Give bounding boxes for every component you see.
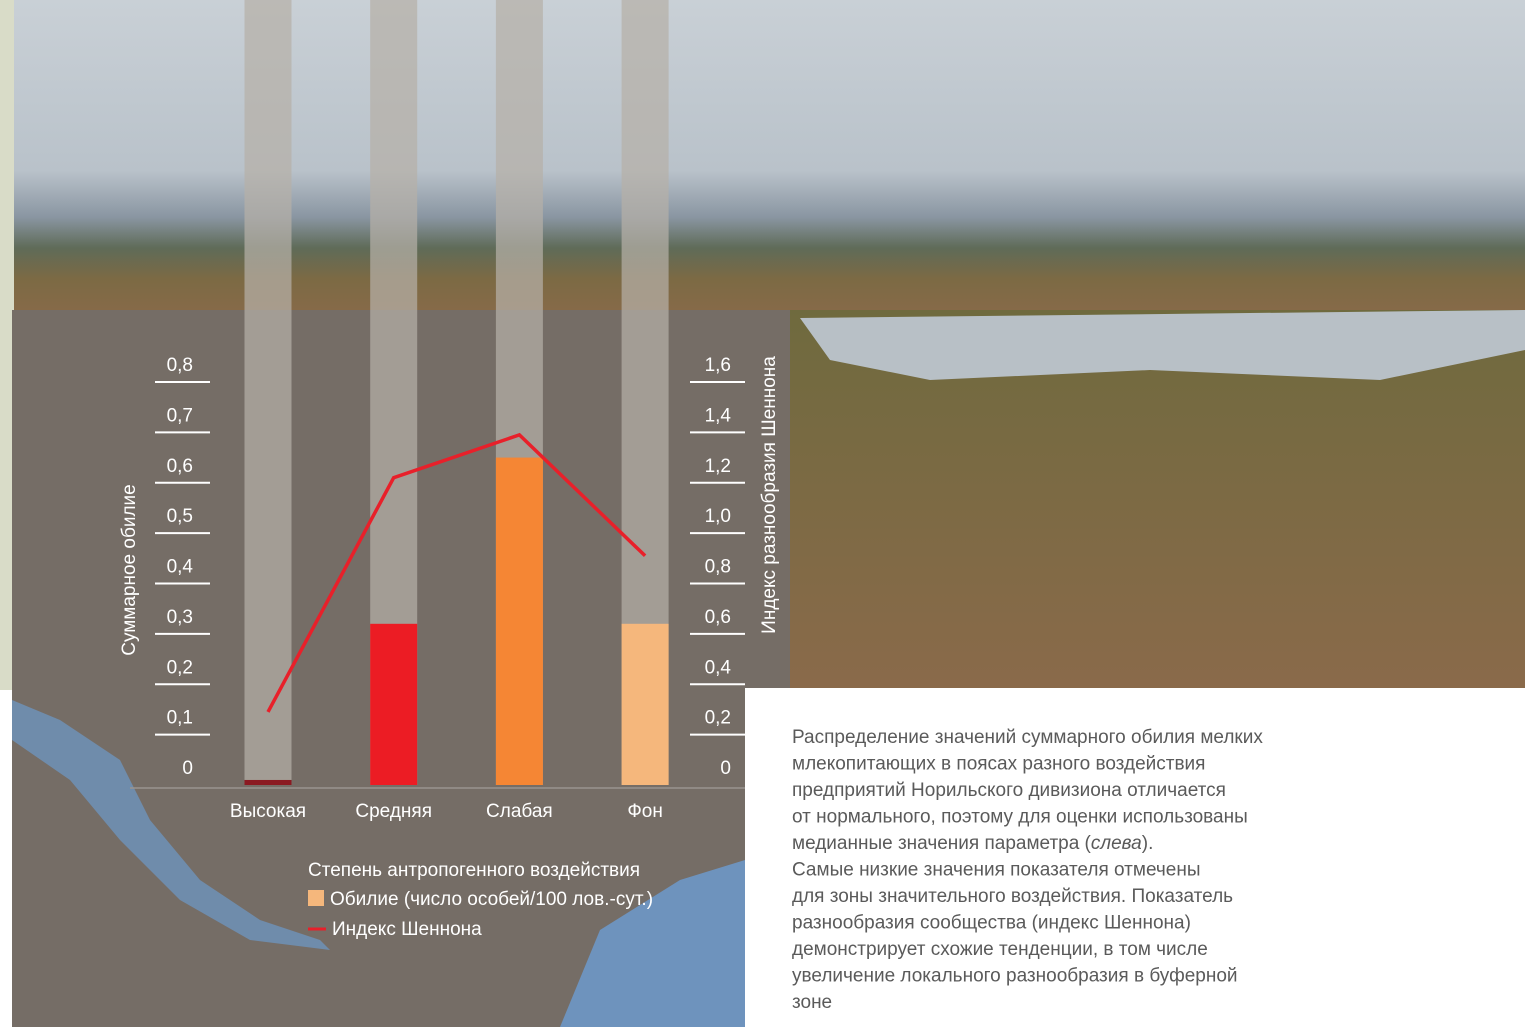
caption-text: увеличение локального разнообразия в буф…: [792, 966, 1238, 987]
map-strip: [0, 0, 14, 690]
y2-axis-title: Индекс разнообразия Шеннона: [759, 356, 780, 634]
column-background: [244, 0, 292, 785]
caption-text: предприятий Норильского дивизиона отлича…: [792, 780, 1226, 801]
caption-text: от нормального, поэтому для оценки испол…: [792, 807, 1248, 828]
y-axis-title: Суммарное обилие: [119, 484, 140, 656]
caption-text: Распределение значений суммарного обилия…: [792, 727, 1263, 748]
y-tick-label: 0,5: [167, 506, 193, 527]
y2-tick-label: 1,0: [705, 506, 731, 527]
caption-text: зоне: [792, 992, 832, 1013]
x-tick-label: Высокая: [230, 801, 306, 822]
y-tick-label: 0,8: [167, 355, 193, 376]
caption-line: для зоны значительного воздействия. Пока…: [792, 886, 1233, 907]
map-water: [560, 860, 745, 1027]
caption-line: Распределение значений суммарного обилия…: [792, 727, 1263, 748]
bar: [621, 623, 669, 785]
y2-tick-label: 0,6: [705, 607, 731, 628]
caption-line: увеличение локального разнообразия в буф…: [792, 966, 1238, 987]
caption-text: слева: [1091, 833, 1142, 854]
x-tick-label: Средняя: [355, 801, 432, 822]
legend-label: Индекс Шеннона: [332, 919, 482, 940]
photo-sky: [0, 0, 1525, 310]
bar: [244, 779, 292, 785]
x-tick-label: Слабая: [486, 801, 553, 822]
caption-text: Самые низкие значения показателя отмечен…: [792, 860, 1201, 881]
y2-tick-label: 0,2: [705, 708, 731, 729]
caption: Распределение значений суммарного обилия…: [792, 727, 1263, 1013]
caption-text: млекопитающих в поясах разного воздейств…: [792, 754, 1205, 775]
y-tick-label: 0,6: [167, 456, 193, 477]
legend-label: Обилие (число особей/100 лов.-сут.): [330, 889, 653, 910]
x-tick-label: Фон: [627, 801, 663, 822]
y2-tick-label: 0,4: [705, 657, 732, 678]
y2-tick-label: 1,6: [705, 355, 731, 376]
caption-line: зоне: [792, 992, 832, 1013]
y2-tick-label: 0,8: [705, 557, 731, 578]
caption-line: демонстрирует схожие тенденции, в том чи…: [792, 939, 1208, 960]
photo-lake: [800, 310, 1525, 380]
legend-swatch: [308, 890, 324, 906]
y-tick-label: 0,4: [167, 557, 194, 578]
caption-line: медианные значения параметра (слева).: [792, 833, 1153, 854]
caption-line: млекопитающих в поясах разного воздейств…: [792, 754, 1205, 775]
caption-line: разнообразия сообщества (индекс Шеннона): [792, 913, 1191, 934]
map-river: [12, 700, 330, 950]
caption-text: разнообразия сообщества (индекс Шеннона): [792, 913, 1191, 934]
y-tick-label: 0,3: [167, 607, 193, 628]
caption-line: предприятий Норильского дивизиона отлича…: [792, 780, 1226, 801]
y2-tick-label: 1,4: [705, 405, 732, 426]
caption-line: от нормального, поэтому для оценки испол…: [792, 807, 1248, 828]
caption-text: демонстрирует схожие тенденции, в том чи…: [792, 939, 1208, 960]
line: [266, 432, 647, 713]
bar: [370, 623, 418, 785]
y-tick-label: 0,7: [167, 405, 193, 426]
x-axis-title: Степень антропогенного воздействия: [308, 860, 640, 881]
y-tick-label: 0: [182, 758, 193, 779]
caption-line: Самые низкие значения показателя отмечен…: [792, 860, 1201, 881]
caption-text: ).: [1142, 833, 1154, 854]
y2-tick-label: 0: [720, 758, 731, 779]
caption-text: медианные значения параметра (: [792, 833, 1092, 854]
y2-tick-label: 1,2: [705, 456, 731, 477]
caption-text: для зоны значительного воздействия. Пока…: [792, 886, 1233, 907]
y-tick-label: 0,1: [167, 708, 193, 729]
y-tick-label: 0,2: [167, 657, 193, 678]
bar: [495, 457, 543, 785]
